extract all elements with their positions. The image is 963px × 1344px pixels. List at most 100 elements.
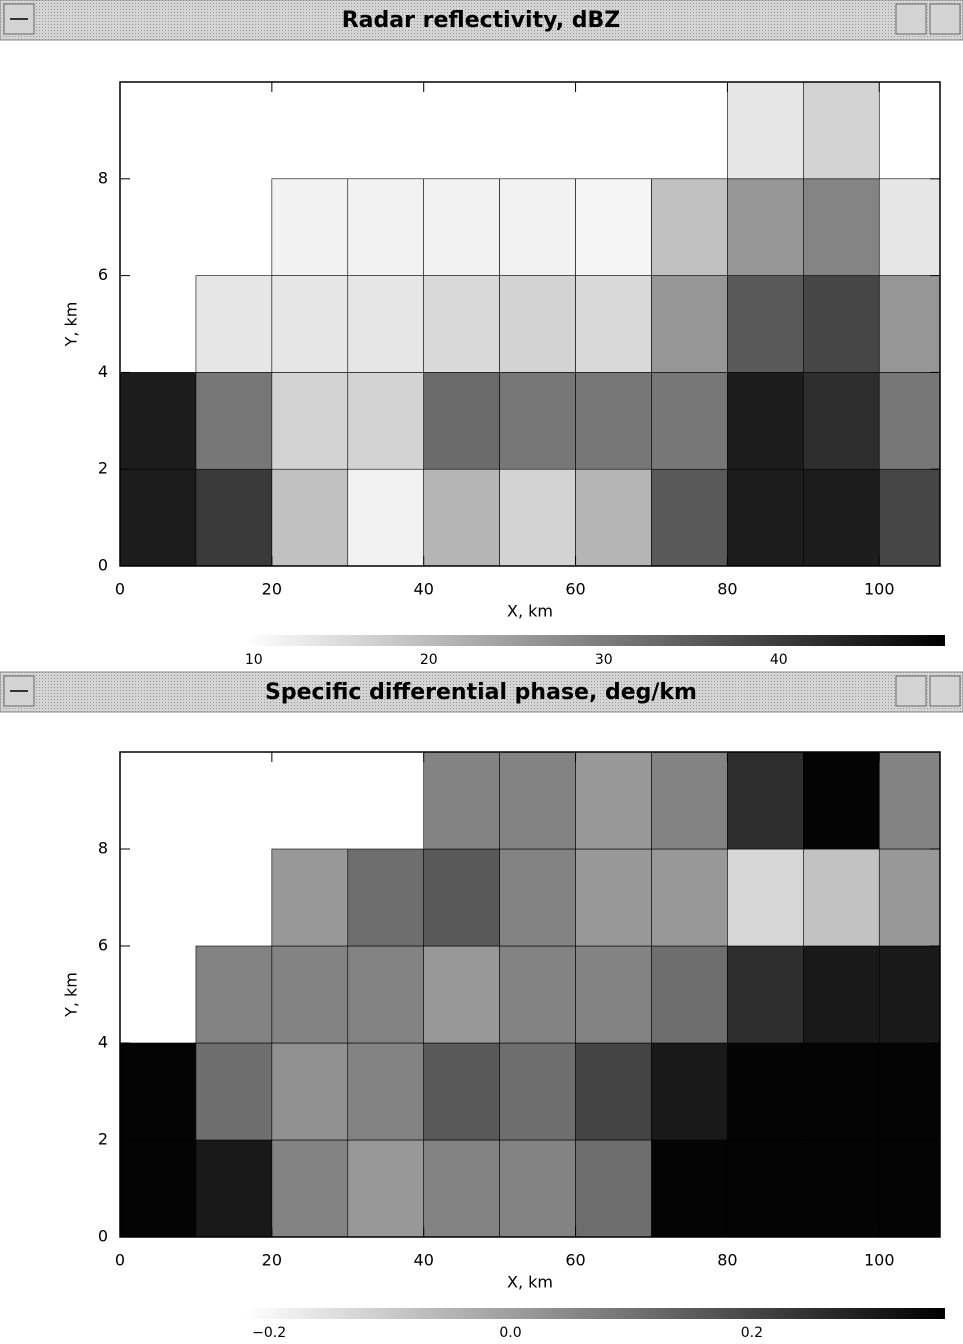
heat-cell: [424, 1043, 500, 1140]
heat-cell: [727, 469, 803, 566]
heat-cell: [576, 1043, 652, 1140]
heat-cell: [651, 752, 727, 849]
heat-cell: [272, 946, 348, 1043]
heat-cell: [120, 1140, 196, 1237]
heat-cell: [576, 179, 652, 276]
heat-cell: [727, 82, 803, 179]
heat-cell: [120, 372, 196, 469]
heat-cell: [196, 1043, 272, 1140]
y-axis-label: Y, km: [62, 302, 81, 348]
heat-cell: [803, 179, 879, 276]
heat-cell: [727, 372, 803, 469]
y-tick-label: 4: [98, 362, 108, 381]
colorbar-tick-label: 30: [595, 652, 613, 668]
heat-cell: [651, 946, 727, 1043]
screen: Radar reflectivity, dBZ 0 20 40 60 80 100 0 2 4 6 8…: [0, 0, 963, 1344]
heat-cell: [500, 849, 576, 946]
y-axis-label: Y, km: [62, 972, 81, 1018]
heat-cell: [196, 372, 272, 469]
heat-cell: [120, 1043, 196, 1140]
x-tick-label: 80: [717, 580, 737, 599]
x-tick-label: 40: [414, 580, 434, 599]
x-tick-label: 40: [414, 1251, 434, 1270]
colorbar-tick-label: 10: [245, 652, 263, 668]
colorbar-tick-label: 0.0: [499, 1325, 521, 1341]
heat-cell: [803, 469, 879, 566]
heat-cell: [348, 946, 424, 1043]
heat-cell: [803, 946, 879, 1043]
heat-cell: [727, 946, 803, 1043]
colorbar-tick-label: −0.2: [252, 1325, 286, 1341]
heat-cell: [727, 849, 803, 946]
minimize-button: [896, 4, 926, 34]
heat-cell: [424, 946, 500, 1043]
heat-cell: [803, 372, 879, 469]
x-axis-label: X, km: [507, 602, 553, 621]
x-tick-label: 100: [864, 580, 895, 599]
heat-cell: [651, 469, 727, 566]
maximize-button: [930, 676, 960, 706]
window-title: Specific differential phase, deg/km: [265, 680, 697, 705]
heat-cell: [196, 946, 272, 1043]
heat-cell: [500, 946, 576, 1043]
heat-cell: [727, 1043, 803, 1140]
heat-cell: [424, 849, 500, 946]
heat-cell: [348, 276, 424, 373]
y-tick-label: 2: [98, 459, 108, 478]
heat-cell: [196, 1140, 272, 1237]
heat-cell: [500, 372, 576, 469]
x-tick-label: 20: [262, 580, 282, 599]
heat-cell: [120, 469, 196, 566]
y-tick-label: 6: [98, 265, 108, 284]
minimize-button: [896, 676, 926, 706]
x-tick-label: 100: [864, 1251, 895, 1270]
heat-cell: [879, 752, 940, 849]
y-tick-label: 6: [98, 936, 108, 955]
heat-cell: [424, 372, 500, 469]
heat-cell: [651, 179, 727, 276]
heat-cell: [576, 469, 652, 566]
heat-cell: [651, 1140, 727, 1237]
heat-cell: [803, 1043, 879, 1140]
heat-cell: [272, 179, 348, 276]
heat-cell: [500, 276, 576, 373]
x-tick-label: 60: [565, 580, 585, 599]
window-title: Radar reflectivity, dBZ: [342, 8, 621, 33]
heat-cell: [348, 372, 424, 469]
heat-cell: [879, 1043, 940, 1140]
heat-cell: [272, 372, 348, 469]
y-tick-label: 0: [98, 1227, 108, 1246]
heat-cell: [879, 372, 940, 469]
heat-cell: [576, 946, 652, 1043]
heat-cell: [348, 469, 424, 566]
heat-cell: [727, 179, 803, 276]
heat-cell: [651, 372, 727, 469]
heat-cell: [803, 849, 879, 946]
heat-cell: [272, 1140, 348, 1237]
x-tick-label: 20: [262, 1251, 282, 1270]
maximize-button: [930, 4, 960, 34]
heat-cell: [576, 276, 652, 373]
y-tick-label: 8: [98, 839, 108, 858]
heat-cell: [879, 1140, 940, 1237]
y-tick-label: 8: [98, 168, 108, 187]
heat-cell: [879, 179, 940, 276]
heat-cell: [879, 849, 940, 946]
heat-cell: [348, 1043, 424, 1140]
colorbar-tick-label: 0.2: [741, 1325, 763, 1341]
heat-cell: [576, 849, 652, 946]
heat-cell: [803, 752, 879, 849]
heat-cell: [803, 276, 879, 373]
heat-cell: [576, 752, 652, 849]
heat-cell: [424, 276, 500, 373]
heat-cell: [879, 946, 940, 1043]
heat-cell: [803, 82, 879, 179]
colorbar: [245, 635, 945, 646]
colorbar-tick-label: 40: [770, 652, 788, 668]
y-tick-label: 4: [98, 1033, 108, 1052]
x-tick-label: 0: [115, 1251, 125, 1270]
heat-cell: [348, 179, 424, 276]
heat-cell: [500, 179, 576, 276]
heat-cell: [727, 276, 803, 373]
heat-cell: [500, 1043, 576, 1140]
